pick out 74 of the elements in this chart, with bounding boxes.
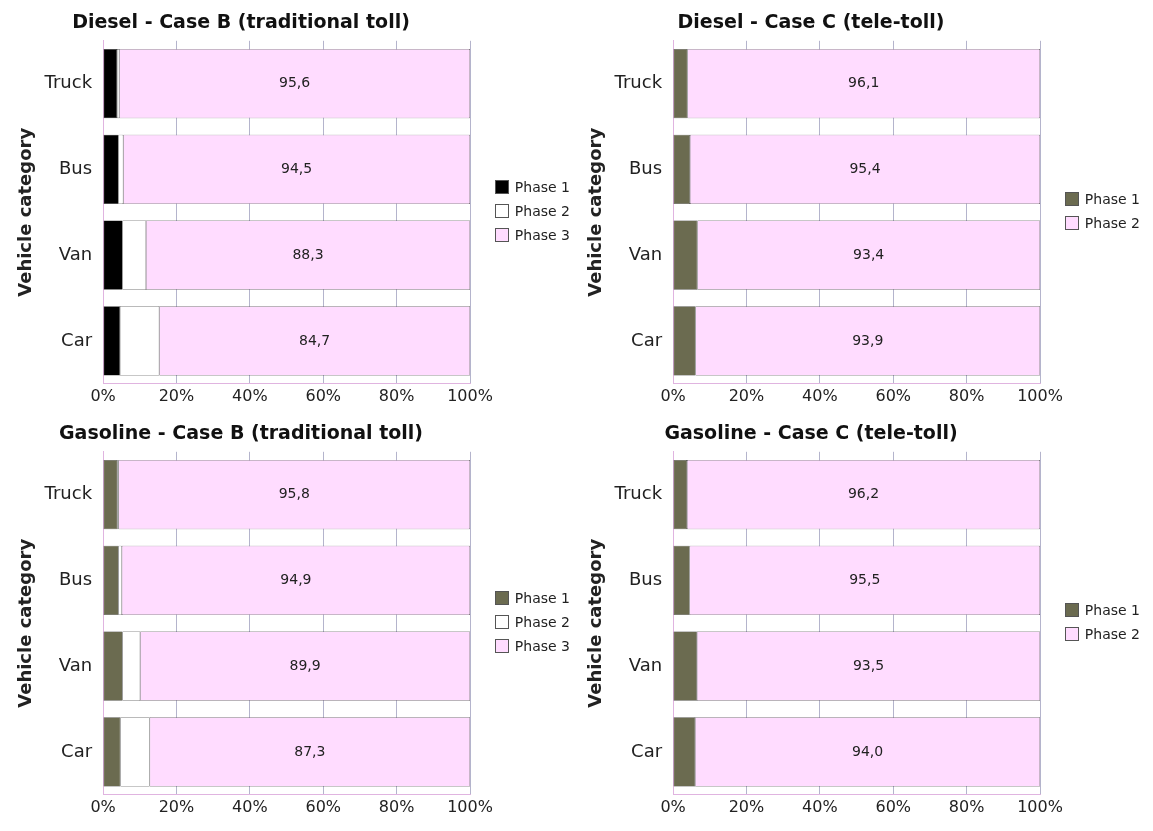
legend-label: Phase 1	[514, 178, 570, 195]
legend-label: Phase 1	[1084, 601, 1140, 618]
x-tick-label: 20%	[158, 385, 195, 405]
x-tick-label: 60%	[875, 385, 912, 405]
y-axis-title: Vehicle category	[14, 538, 36, 708]
x-tick-label: 0%	[90, 796, 116, 816]
y-tick-label: Truck	[613, 71, 663, 93]
x-tick-label: 40%	[232, 796, 268, 816]
y-tick-label: Van	[628, 242, 663, 264]
y-tick-label: Bus	[58, 157, 93, 179]
chart-title: Diesel - Case C (tele-toll)	[677, 10, 945, 33]
x-tick-label: 80%	[948, 796, 985, 816]
legend-label: Phase 2	[1084, 214, 1140, 231]
y-tick-label: Van	[58, 653, 93, 675]
data-label: 88,3	[292, 245, 324, 262]
x-tick-label: 40%	[802, 796, 838, 816]
x-tick-label: 20%	[728, 385, 765, 405]
x-tick-label: 60%	[305, 385, 342, 405]
data-label: 94,9	[280, 571, 312, 588]
legend-label: Phase 2	[1084, 625, 1140, 642]
x-tick-label: 100%	[1017, 796, 1063, 816]
chart-title: Gasoline - Case B (traditional toll)	[58, 421, 424, 444]
x-tick-label: 40%	[232, 385, 268, 405]
y-tick-label: Bus	[58, 568, 93, 590]
y-tick-label: Van	[628, 653, 663, 675]
data-label: 94,0	[851, 742, 884, 759]
chart-title: Diesel - Case B (traditional toll)	[72, 10, 410, 33]
legend-label: Phase 2	[514, 202, 570, 219]
data-label: 84,7	[299, 331, 331, 348]
data-label: 95,8	[278, 485, 310, 502]
y-tick-label: Car	[61, 328, 93, 350]
y-tick-label: Van	[58, 242, 93, 264]
data-label: 95,6	[279, 74, 311, 91]
x-tick-label: 60%	[305, 796, 342, 816]
y-tick-label: Car	[61, 739, 93, 761]
legend-label: Phase 1	[1084, 190, 1140, 207]
data-label: 87,3	[294, 742, 326, 759]
legend-label: Phase 3	[514, 637, 570, 654]
data-label: 89,9	[289, 656, 321, 673]
x-tick-label: 80%	[948, 385, 985, 405]
legend-label: Phase 3	[514, 226, 570, 243]
y-axis-title: Vehicle category	[584, 538, 606, 708]
legend-label: Phase 1	[514, 589, 570, 606]
data-label: 93,9	[852, 331, 884, 348]
x-tick-label: 0%	[660, 385, 686, 405]
legend-label: Phase 2	[514, 613, 570, 630]
x-tick-label: 20%	[158, 796, 195, 816]
y-tick-label: Truck	[43, 71, 93, 93]
x-tick-label: 40%	[802, 385, 838, 405]
x-tick-label: 80%	[378, 796, 415, 816]
y-tick-label: Car	[631, 328, 663, 350]
y-tick-label: Car	[631, 739, 663, 761]
y-tick-label: Truck	[613, 482, 663, 504]
data-label: 93,4	[853, 245, 885, 262]
x-tick-label: 60%	[875, 796, 912, 816]
data-label: 95,4	[849, 160, 881, 177]
y-tick-label: Truck	[43, 482, 93, 504]
data-label: 95,5	[849, 571, 881, 588]
x-tick-label: 0%	[90, 385, 116, 405]
chart-title: Gasoline - Case C (tele-toll)	[664, 421, 958, 444]
x-tick-label: 20%	[728, 796, 765, 816]
x-tick-label: 0%	[660, 796, 686, 816]
x-tick-label: 100%	[447, 385, 493, 405]
x-tick-label: 80%	[378, 385, 415, 405]
data-label: 96,1	[848, 74, 880, 91]
x-tick-label: 100%	[1017, 385, 1063, 405]
data-label: 94,5	[281, 160, 313, 177]
data-label: 93,5	[852, 656, 885, 673]
y-tick-label: Bus	[628, 157, 663, 179]
y-axis-title: Vehicle category	[584, 127, 606, 297]
y-axis-title: Vehicle category	[14, 127, 36, 297]
data-label: 96,2	[847, 485, 880, 502]
x-tick-label: 100%	[447, 796, 493, 816]
y-tick-label: Bus	[628, 568, 663, 590]
